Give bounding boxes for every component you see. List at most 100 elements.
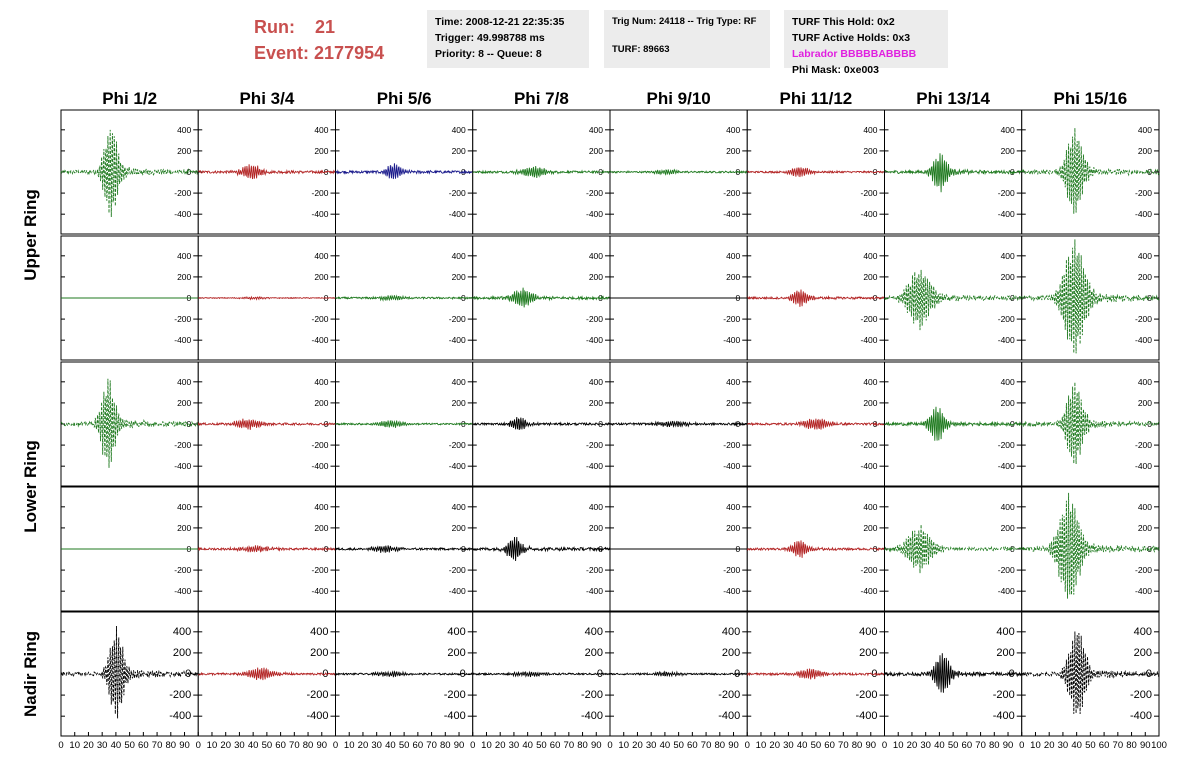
x-tick-label: 60 <box>275 740 286 751</box>
y-tick-label: 400 <box>863 502 877 512</box>
y-tick-label: 400 <box>1138 377 1152 387</box>
run-event-block: Run: 21 Event: 2177954 <box>254 14 384 66</box>
x-tick-label: 60 <box>138 740 149 751</box>
y-tick-label: 400 <box>722 626 740 638</box>
y-tick-label: -400 <box>718 710 740 722</box>
run-label: Run: <box>254 17 295 37</box>
waveform-trace <box>472 165 611 179</box>
waveform-trace <box>60 625 199 719</box>
x-tick-label: 30 <box>783 740 794 751</box>
priority-queue-text: Priority: 8 -- Queue: 8 <box>435 48 542 60</box>
y-tick-label: 200 <box>1138 272 1152 282</box>
y-tick-label: 200 <box>589 523 603 533</box>
y-tick-label: -400 <box>1135 586 1152 596</box>
y-tick-label: 200 <box>863 146 877 156</box>
x-tick-label: 80 <box>1126 740 1137 751</box>
waveform-trace <box>198 295 336 301</box>
x-tick-label: 30 <box>234 740 245 751</box>
y-tick-label: -400 <box>998 461 1015 471</box>
y-tick-label: -200 <box>311 188 328 198</box>
x-tick-label: 20 <box>83 740 94 751</box>
y-tick-label: -200 <box>718 689 740 701</box>
y-tick-label: -200 <box>1130 689 1152 701</box>
x-tick-label: 40 <box>934 740 945 751</box>
y-tick-label: 400 <box>177 251 191 261</box>
y-tick-label: 200 <box>1134 647 1152 659</box>
y-tick-label: -400 <box>311 461 328 471</box>
y-tick-label: -200 <box>1135 440 1152 450</box>
y-tick-label: -400 <box>723 461 740 471</box>
y-tick-label: 200 <box>314 523 328 533</box>
y-tick-label: 200 <box>863 272 877 282</box>
y-tick-label: -200 <box>174 565 191 575</box>
y-tick-label: 0 <box>460 668 466 680</box>
y-tick-label: -200 <box>449 440 466 450</box>
y-tick-label: 400 <box>1001 502 1015 512</box>
y-tick-label: -200 <box>723 440 740 450</box>
waveform-trace <box>1021 127 1160 214</box>
y-tick-label: -400 <box>449 335 466 345</box>
y-tick-label: 400 <box>589 251 603 261</box>
y-tick-label: 200 <box>859 647 877 659</box>
y-tick-label: 200 <box>589 272 603 282</box>
x-tick-label: 90 <box>179 740 190 751</box>
trigger-text: Trigger: 49.998788 ms <box>435 32 545 44</box>
y-tick-label: -200 <box>998 314 1015 324</box>
waveform-trace <box>1021 492 1160 599</box>
x-tick-label: 70 <box>701 740 712 751</box>
x-tick-label: 10 <box>1030 740 1041 751</box>
run-value: 21 <box>315 17 336 37</box>
y-tick-label: 400 <box>447 626 465 638</box>
y-tick-label: 400 <box>726 251 740 261</box>
y-tick-label: 200 <box>726 146 740 156</box>
y-tick-label: -400 <box>174 209 191 219</box>
waveform-trace <box>609 670 748 678</box>
x-tick-label: 70 <box>426 740 437 751</box>
y-tick-label: 200 <box>1001 523 1015 533</box>
x-tick-label: 100 <box>1151 740 1167 751</box>
y-tick-label: 400 <box>173 626 191 638</box>
y-tick-label: -400 <box>993 710 1015 722</box>
waveform-trace <box>472 287 611 308</box>
x-tick-label: 0 <box>58 740 63 751</box>
x-tick-label: 20 <box>907 740 918 751</box>
y-tick-label: 400 <box>589 377 603 387</box>
y-tick-label: 0 <box>1146 668 1152 680</box>
x-tick-label: 50 <box>811 740 822 751</box>
y-tick-label: 200 <box>863 523 877 533</box>
x-tick-label: 20 <box>495 740 506 751</box>
y-tick-label: -200 <box>449 188 466 198</box>
y-tick-label: 400 <box>177 125 191 135</box>
y-tick-label: 200 <box>726 523 740 533</box>
waveform-trace <box>746 418 885 430</box>
y-tick-label: -400 <box>860 586 877 596</box>
y-tick-label: -400 <box>174 335 191 345</box>
y-tick-label: 400 <box>452 125 466 135</box>
y-tick-label: -200 <box>860 565 877 575</box>
waveform-trace <box>609 420 748 428</box>
y-tick-label: 200 <box>585 647 603 659</box>
y-tick-label: 400 <box>1138 502 1152 512</box>
y-tick-label: 400 <box>314 377 328 387</box>
y-tick-label: -200 <box>860 440 877 450</box>
x-tick-label: 30 <box>920 740 931 751</box>
y-tick-label: -400 <box>586 209 603 219</box>
y-tick-label: -200 <box>1135 565 1152 575</box>
y-tick-label: -400 <box>1130 710 1152 722</box>
x-tick-label: 40 <box>660 740 671 751</box>
x-tick-label: 40 <box>522 740 533 751</box>
y-tick-label: -200 <box>311 565 328 575</box>
x-tick-label: 90 <box>1140 740 1151 751</box>
y-tick-label: 400 <box>310 626 328 638</box>
y-tick-label: 200 <box>177 523 191 533</box>
x-tick-label: 80 <box>715 740 726 751</box>
waveform-trace <box>472 670 611 678</box>
y-tick-label: 200 <box>726 398 740 408</box>
